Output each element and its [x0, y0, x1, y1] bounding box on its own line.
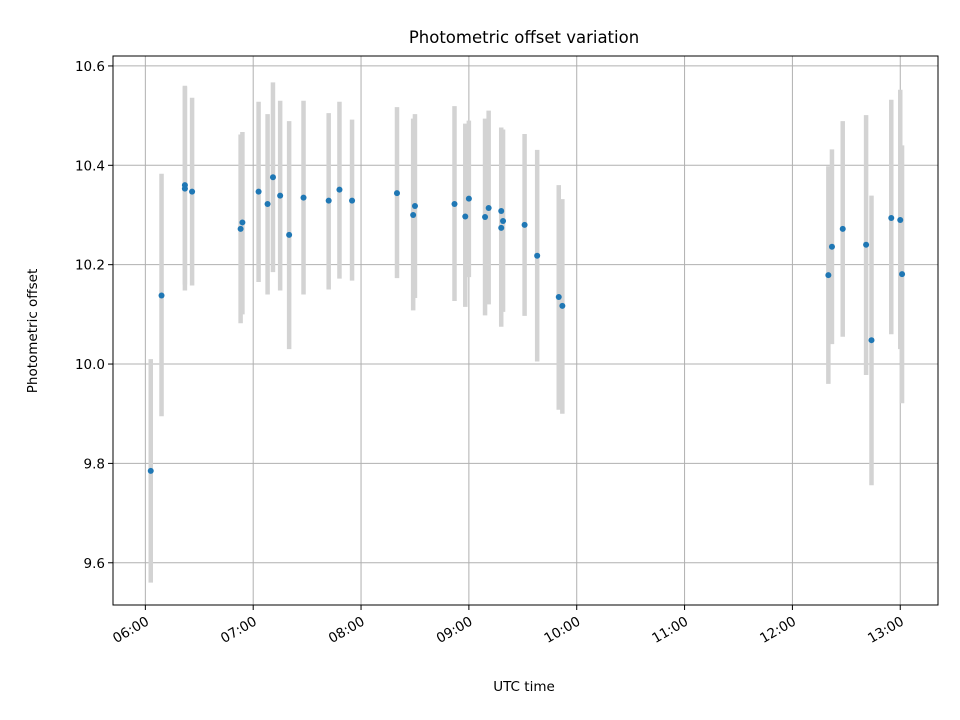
data-point: [839, 225, 846, 232]
x-axis-label: UTC time: [493, 679, 555, 695]
y-tick-label: 10.4: [75, 158, 105, 174]
data-point: [868, 337, 875, 344]
chart-title: Photometric offset variation: [409, 28, 639, 47]
data-point: [863, 241, 870, 248]
data-point: [521, 221, 528, 228]
data-point: [899, 271, 906, 278]
data-point: [465, 195, 472, 202]
y-tick-label: 10.0: [75, 357, 105, 373]
data-point: [888, 214, 895, 221]
data-point: [411, 203, 418, 210]
data-point: [555, 293, 562, 300]
data-point: [462, 213, 469, 220]
data-point: [897, 216, 904, 223]
y-axis-label: Photometric offset: [25, 269, 41, 393]
y-tick-label: 9.6: [84, 556, 105, 572]
y-tick-label: 10.6: [75, 59, 105, 75]
data-point: [410, 211, 417, 218]
data-point: [485, 205, 492, 212]
data-point: [277, 192, 284, 199]
plot-frame: [112, 55, 939, 606]
data-point: [498, 224, 505, 231]
data-point: [559, 302, 566, 309]
data-point: [825, 272, 832, 279]
y-tick-label: 10.2: [75, 258, 105, 274]
data-point: [147, 467, 154, 474]
data-point: [451, 201, 458, 208]
data-point: [189, 188, 196, 195]
data-point: [300, 194, 307, 201]
data-point: [269, 174, 276, 181]
data-point: [393, 190, 400, 197]
data-point: [349, 197, 356, 204]
data-points: [147, 174, 906, 474]
data-point: [286, 231, 293, 238]
data-point: [325, 197, 332, 204]
data-point: [828, 243, 835, 250]
data-point: [255, 188, 262, 195]
data-point: [264, 201, 271, 208]
data-point: [158, 292, 165, 299]
data-point: [500, 217, 507, 224]
data-point: [181, 185, 188, 192]
data-point: [482, 213, 489, 220]
data-point: [498, 208, 505, 215]
y-axis-ticks: 9.6 9.8 10.0 10.2 10.4 10.6: [75, 59, 113, 572]
y-tick-label: 9.8: [84, 456, 105, 472]
data-point: [237, 225, 244, 232]
data-point: [534, 252, 541, 259]
data-point: [336, 186, 343, 193]
data-point: [239, 219, 246, 226]
